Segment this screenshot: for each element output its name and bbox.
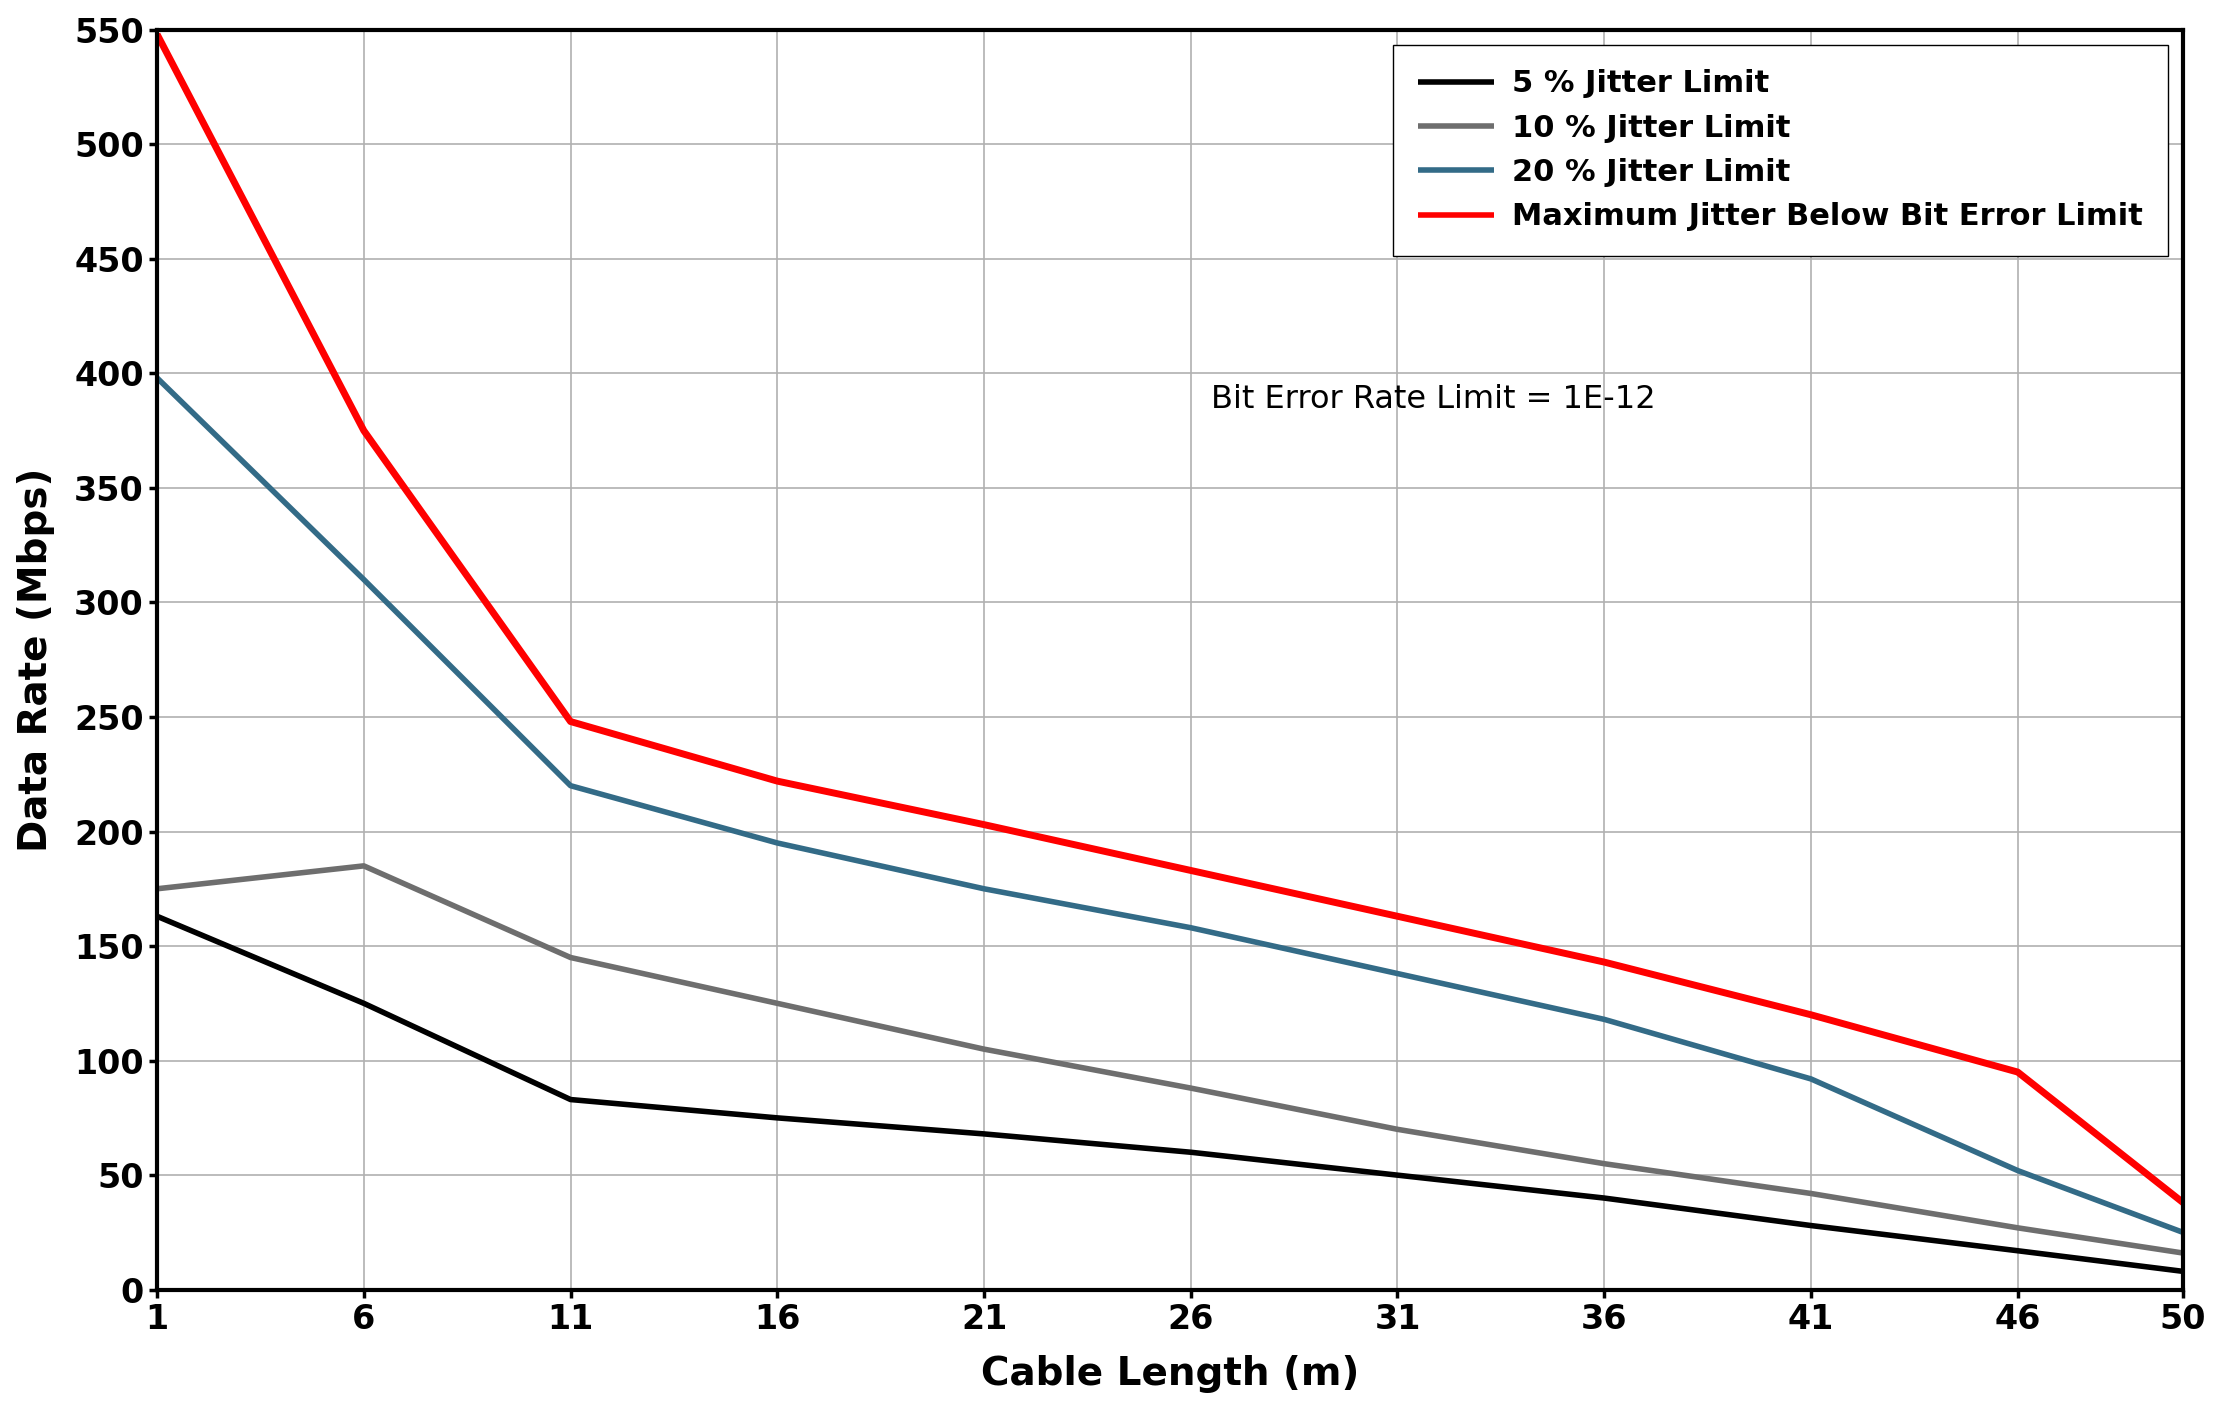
- 10 % Jitter Limit: [144, 880, 171, 897]
- X-axis label: Cable Length (m): Cable Length (m): [980, 1355, 1358, 1393]
- 10 % Jitter Limit: [1385, 1121, 1412, 1138]
- Maximum Jitter Below Bit Error Limit: [558, 713, 585, 730]
- Line: 10 % Jitter Limit: 10 % Jitter Limit: [158, 866, 2183, 1253]
- Maximum Jitter Below Bit Error Limit: [1798, 1007, 1825, 1024]
- 20 % Jitter Limit: [971, 880, 998, 897]
- 10 % Jitter Limit: [765, 995, 791, 1012]
- Maximum Jitter Below Bit Error Limit: [351, 422, 378, 439]
- Maximum Jitter Below Bit Error Limit: [1385, 908, 1412, 925]
- 10 % Jitter Limit: [2170, 1245, 2196, 1262]
- Maximum Jitter Below Bit Error Limit: [765, 773, 791, 790]
- 5 % Jitter Limit: [1178, 1144, 1205, 1160]
- 20 % Jitter Limit: [558, 777, 585, 794]
- Text: Bit Error Rate Limit = 1E-12: Bit Error Rate Limit = 1E-12: [1212, 384, 1656, 415]
- 20 % Jitter Limit: [1592, 1011, 1618, 1028]
- 5 % Jitter Limit: [2170, 1263, 2196, 1280]
- 20 % Jitter Limit: [2005, 1162, 2032, 1179]
- Line: 20 % Jitter Limit: 20 % Jitter Limit: [158, 378, 2183, 1232]
- 10 % Jitter Limit: [2005, 1220, 2032, 1237]
- 10 % Jitter Limit: [1178, 1080, 1205, 1097]
- Maximum Jitter Below Bit Error Limit: [971, 816, 998, 833]
- Line: 5 % Jitter Limit: 5 % Jitter Limit: [158, 916, 2183, 1272]
- 20 % Jitter Limit: [1798, 1070, 1825, 1087]
- 5 % Jitter Limit: [558, 1091, 585, 1108]
- 10 % Jitter Limit: [351, 857, 378, 874]
- 10 % Jitter Limit: [971, 1041, 998, 1058]
- 5 % Jitter Limit: [2005, 1242, 2032, 1259]
- 20 % Jitter Limit: [1178, 919, 1205, 936]
- Line: Maximum Jitter Below Bit Error Limit: Maximum Jitter Below Bit Error Limit: [158, 34, 2183, 1203]
- 20 % Jitter Limit: [2170, 1224, 2196, 1241]
- 20 % Jitter Limit: [1385, 964, 1412, 981]
- 5 % Jitter Limit: [765, 1110, 791, 1127]
- 5 % Jitter Limit: [971, 1125, 998, 1142]
- 20 % Jitter Limit: [765, 835, 791, 852]
- 5 % Jitter Limit: [1385, 1166, 1412, 1183]
- 5 % Jitter Limit: [1592, 1190, 1618, 1207]
- Maximum Jitter Below Bit Error Limit: [2005, 1063, 2032, 1080]
- Maximum Jitter Below Bit Error Limit: [2170, 1194, 2196, 1211]
- 5 % Jitter Limit: [144, 908, 171, 925]
- 20 % Jitter Limit: [144, 369, 171, 386]
- 5 % Jitter Limit: [351, 995, 378, 1012]
- Y-axis label: Data Rate (Mbps): Data Rate (Mbps): [16, 468, 56, 852]
- Maximum Jitter Below Bit Error Limit: [1178, 862, 1205, 878]
- 10 % Jitter Limit: [558, 949, 585, 966]
- Maximum Jitter Below Bit Error Limit: [1592, 953, 1618, 970]
- Maximum Jitter Below Bit Error Limit: [144, 25, 171, 42]
- 10 % Jitter Limit: [1798, 1184, 1825, 1201]
- 10 % Jitter Limit: [1592, 1155, 1618, 1172]
- 20 % Jitter Limit: [351, 571, 378, 588]
- 5 % Jitter Limit: [1798, 1217, 1825, 1234]
- Legend: 5 % Jitter Limit, 10 % Jitter Limit, 20 % Jitter Limit, Maximum Jitter Below Bit: 5 % Jitter Limit, 10 % Jitter Limit, 20 …: [1394, 45, 2167, 255]
